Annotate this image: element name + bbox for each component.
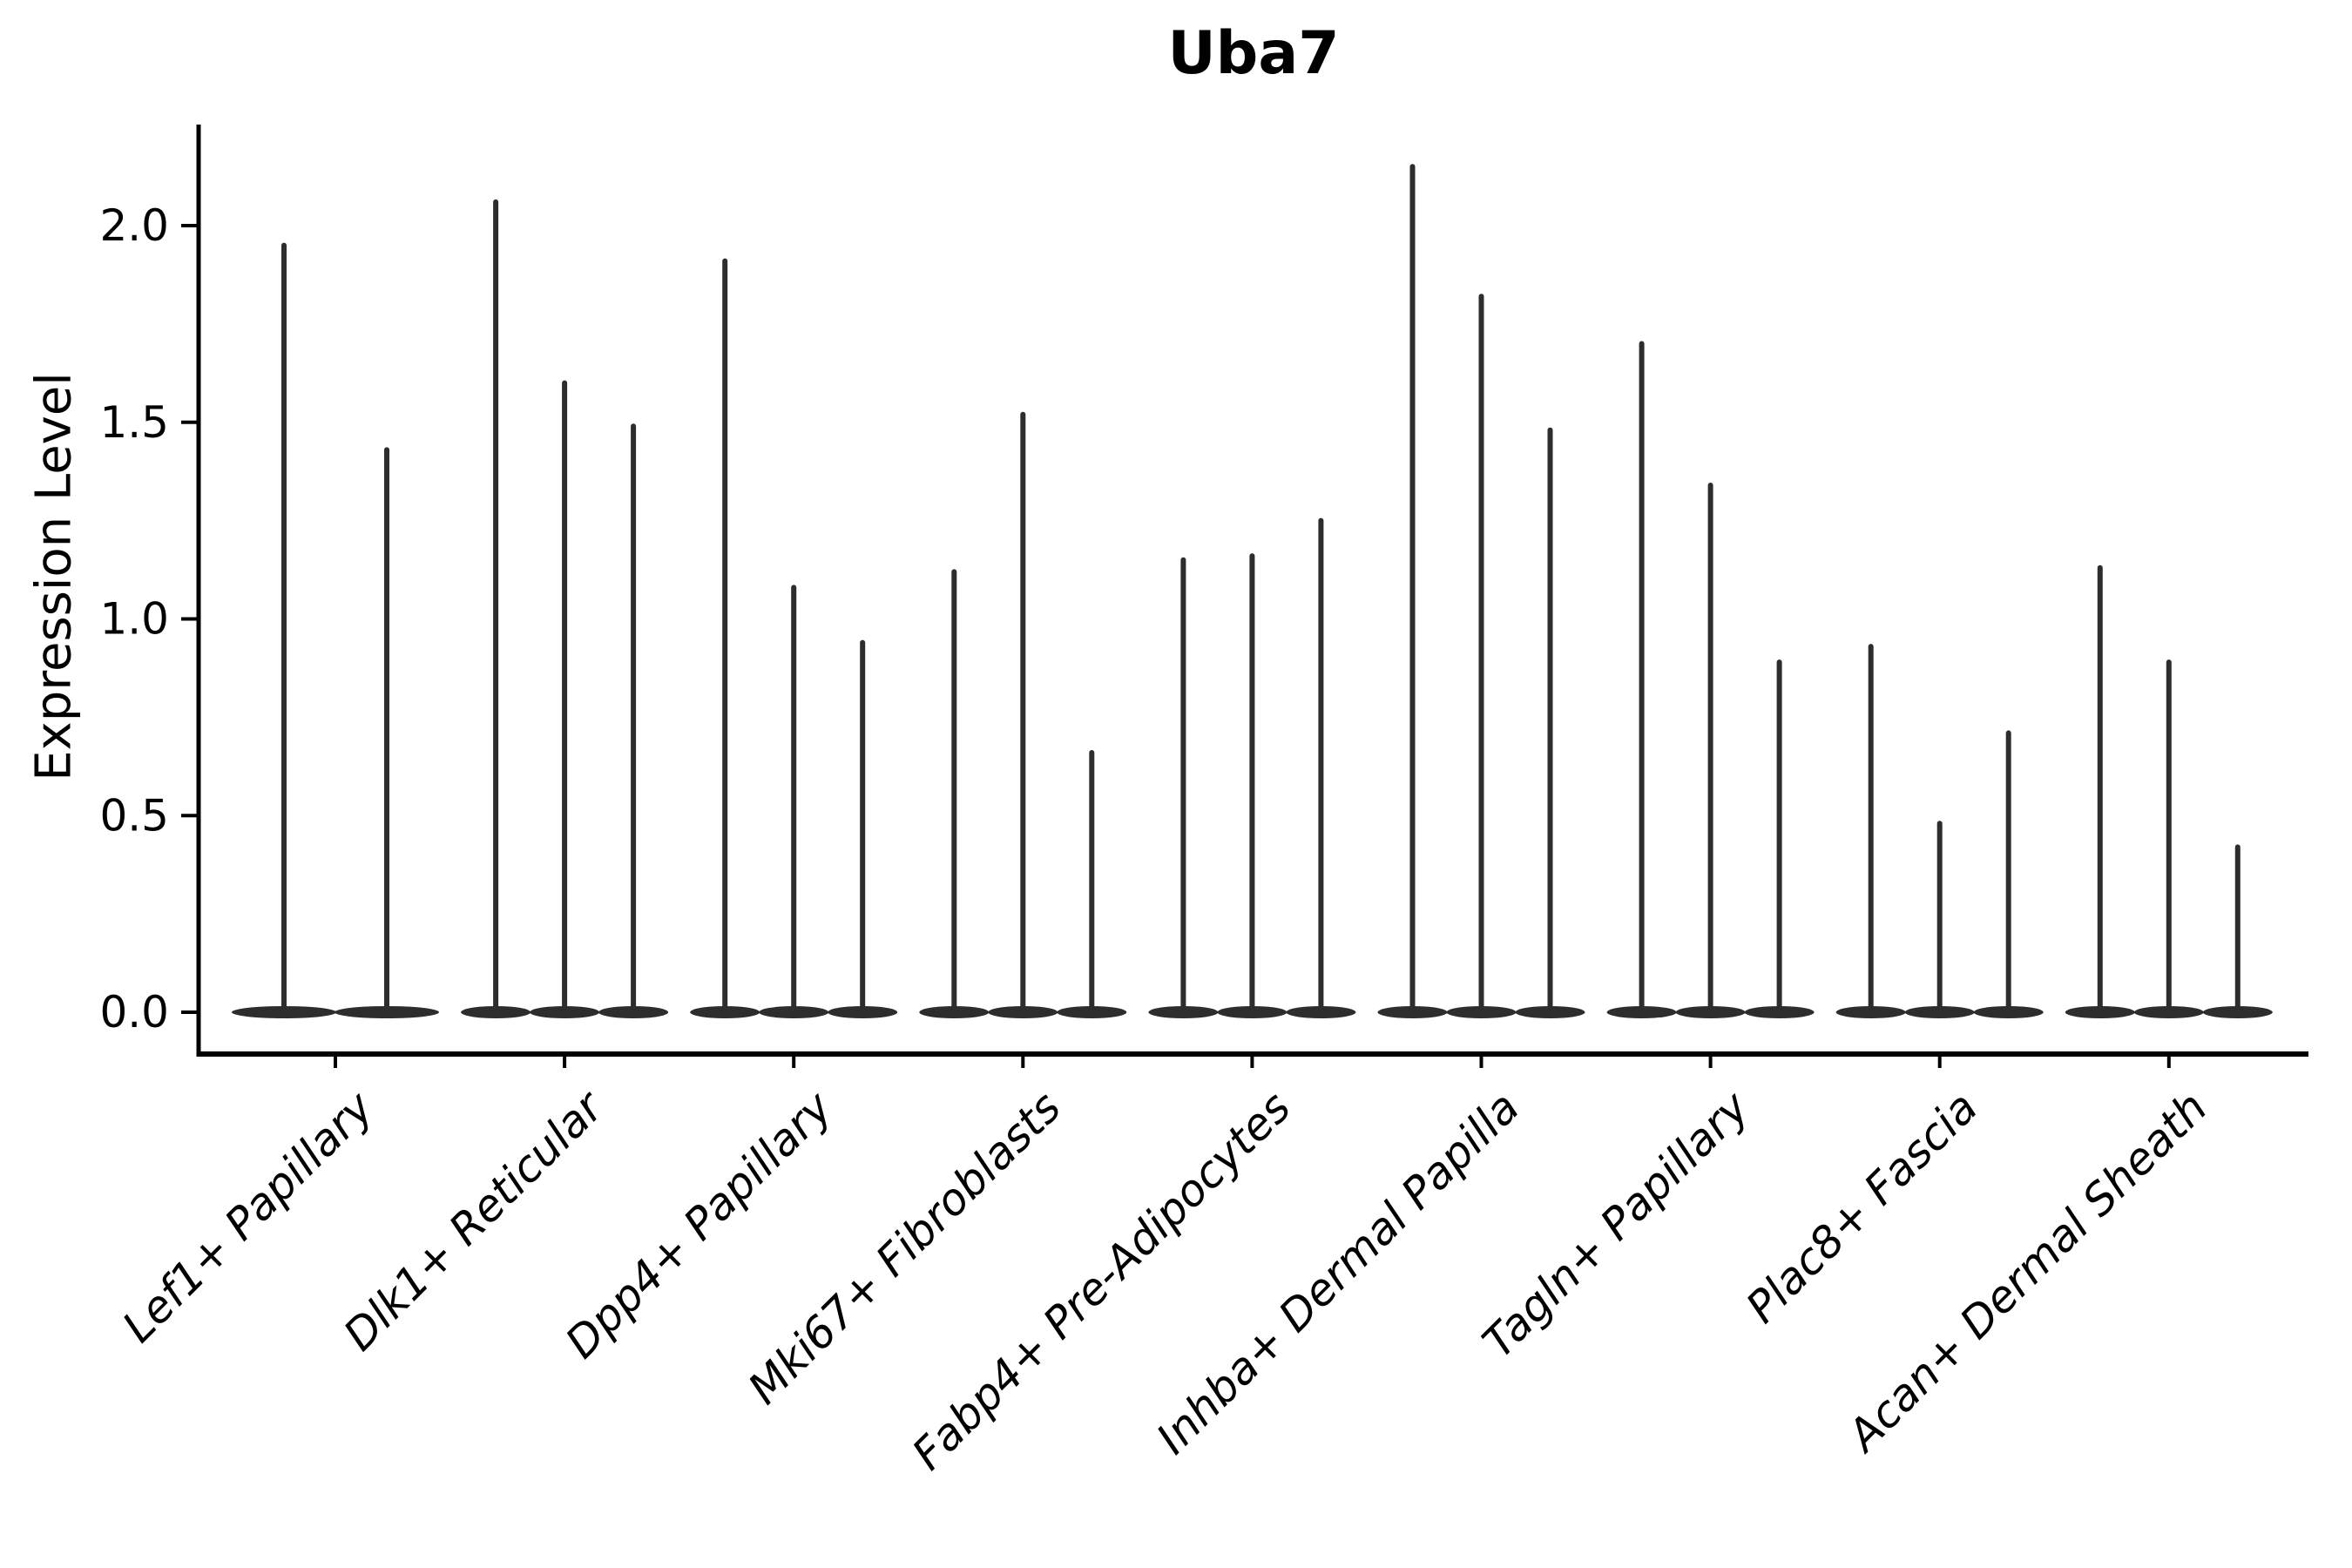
y-tick-label: 0.0	[99, 987, 169, 1037]
y-tick-label: 1.5	[99, 397, 169, 448]
chart-title: Uba7	[1167, 19, 1340, 88]
y-tick-label: 2.0	[99, 200, 169, 251]
y-tick-label: 0.5	[99, 790, 169, 841]
y-tick-label: 1.0	[99, 594, 169, 645]
